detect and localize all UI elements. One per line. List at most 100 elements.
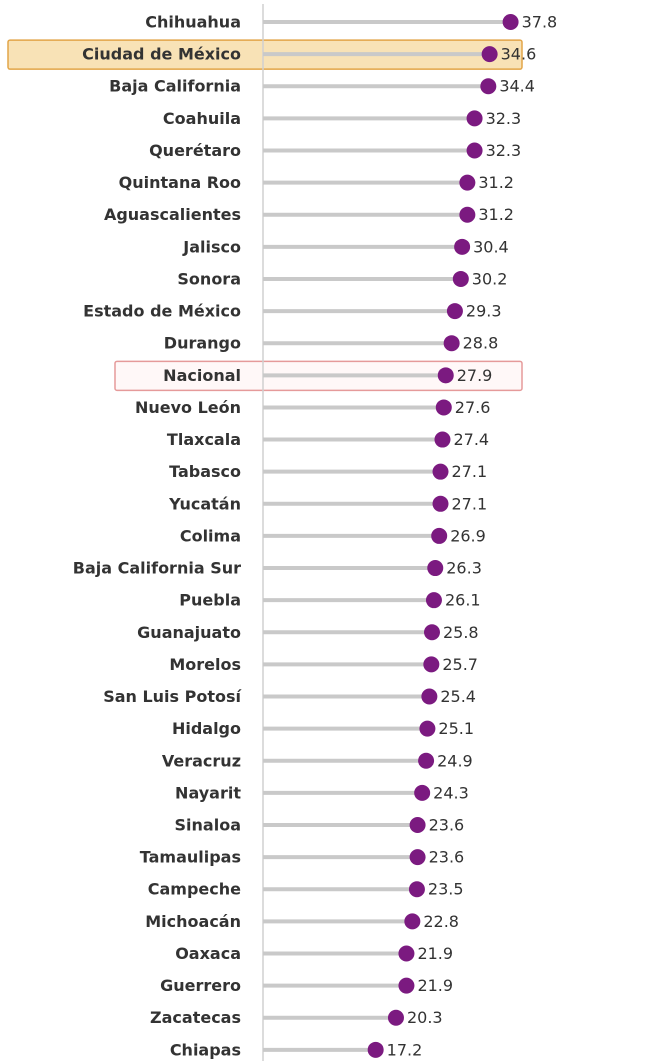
value-label: 26.1 <box>445 591 481 610</box>
value-label: 21.9 <box>417 944 453 963</box>
category-label: Veracruz <box>162 751 241 770</box>
value-label: 26.9 <box>450 526 486 545</box>
category-label: Aguascalientes <box>104 205 241 224</box>
value-label: 27.6 <box>455 398 491 417</box>
value-label: 26.3 <box>446 559 482 578</box>
value-label: 32.3 <box>486 109 522 128</box>
category-label: Guanajuato <box>137 623 241 642</box>
dot <box>425 592 442 609</box>
value-label: 29.3 <box>466 302 502 321</box>
value-label: 32.3 <box>486 141 522 160</box>
value-label: 34.4 <box>499 77 535 96</box>
category-label: Nuevo León <box>135 398 241 417</box>
value-label: 25.8 <box>443 623 479 642</box>
dot <box>459 174 476 191</box>
category-label: Ciudad de México <box>82 45 241 64</box>
dot <box>423 624 440 641</box>
category-label: Tabasco <box>169 462 241 481</box>
dot <box>437 367 454 384</box>
dot <box>414 784 431 801</box>
value-label: 30.4 <box>473 237 509 256</box>
dot <box>419 720 436 737</box>
dot <box>466 110 483 127</box>
category-label: Baja California <box>109 77 241 96</box>
value-label: 17.2 <box>387 1040 423 1059</box>
value-label: 34.6 <box>501 45 537 64</box>
category-label: Querétaro <box>149 141 241 160</box>
dot <box>404 913 421 930</box>
value-label: 25.1 <box>438 719 474 738</box>
value-label: 28.8 <box>463 334 499 353</box>
value-label: 24.9 <box>437 751 473 770</box>
dot <box>466 142 483 159</box>
category-label: Zacatecas <box>150 1008 241 1027</box>
category-label: Jalisco <box>182 237 241 256</box>
dot <box>481 46 498 63</box>
dot <box>409 849 426 866</box>
dot <box>443 335 460 352</box>
value-label: 31.2 <box>478 173 514 192</box>
category-label: Sinaloa <box>175 816 241 835</box>
dot <box>427 560 444 577</box>
value-label: 22.8 <box>423 912 459 931</box>
category-label: Baja California Sur <box>73 559 241 578</box>
dot <box>423 656 440 673</box>
category-label: Campeche <box>148 880 241 899</box>
dot <box>421 688 438 705</box>
category-label: Michoacán <box>145 912 241 931</box>
dot <box>432 463 449 480</box>
dot <box>435 399 452 416</box>
category-label: Coahuila <box>163 109 241 128</box>
dot <box>398 977 415 994</box>
value-label: 37.8 <box>522 13 558 32</box>
dot <box>454 238 471 255</box>
dot <box>480 78 497 95</box>
dot <box>409 817 426 833</box>
value-label: 25.4 <box>440 687 476 706</box>
dot <box>446 303 463 320</box>
value-label: 21.9 <box>417 976 453 995</box>
value-label: 23.6 <box>429 816 465 835</box>
value-label: 30.2 <box>472 269 508 288</box>
dot <box>418 752 435 769</box>
category-label: Hidalgo <box>172 719 241 738</box>
category-label: Durango <box>164 334 241 353</box>
category-label: Nacional <box>163 366 241 385</box>
value-label: 24.3 <box>433 783 469 802</box>
category-label: Morelos <box>169 655 241 674</box>
category-label: Chiapas <box>170 1040 241 1059</box>
category-label: San Luis Potosí <box>103 687 242 706</box>
category-label: Tamaulipas <box>140 848 241 867</box>
value-label: 31.2 <box>478 205 514 224</box>
dot <box>398 945 415 962</box>
value-label: 27.1 <box>452 462 488 481</box>
value-label: 27.4 <box>453 430 489 449</box>
value-label: 23.5 <box>428 880 464 899</box>
value-label: 25.7 <box>442 655 478 674</box>
category-label: Puebla <box>179 591 241 610</box>
category-label: Oaxaca <box>175 944 241 963</box>
dot <box>432 495 449 512</box>
value-label: 27.1 <box>452 494 488 513</box>
category-label: Nayarit <box>175 783 241 802</box>
dot <box>502 14 519 30</box>
dot <box>452 270 469 287</box>
category-label: Quintana Roo <box>119 173 241 192</box>
category-label: Sonora <box>177 269 241 288</box>
dot <box>387 1009 404 1026</box>
category-label: Colima <box>180 526 241 545</box>
dot <box>408 881 425 898</box>
value-label: 23.6 <box>429 848 465 867</box>
dot <box>434 431 451 448</box>
category-label: Tlaxcala <box>167 430 241 449</box>
value-label: 27.9 <box>457 366 493 385</box>
value-label: 20.3 <box>407 1008 443 1027</box>
dot <box>367 1041 384 1058</box>
category-label: Estado de México <box>83 302 241 321</box>
category-label: Guerrero <box>160 976 241 995</box>
dot <box>431 527 448 544</box>
category-label: Chihuahua <box>145 13 241 32</box>
category-label: Yucatán <box>168 494 241 513</box>
dot <box>459 206 476 223</box>
